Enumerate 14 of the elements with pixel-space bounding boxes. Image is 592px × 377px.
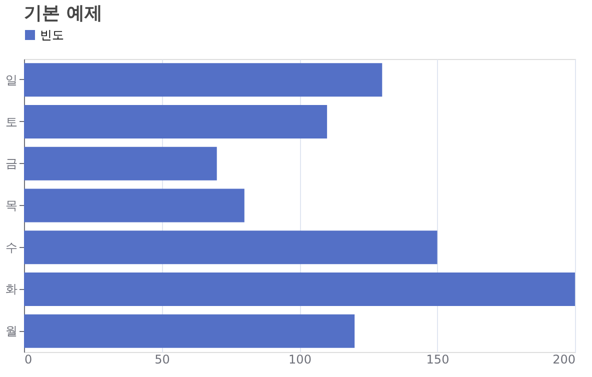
y-tick-label: 수 (6, 240, 18, 254)
y-tick-label: 목 (6, 198, 18, 212)
y-tick-label: 토 (6, 114, 18, 129)
y-tick-label: 화 (6, 282, 18, 296)
x-tick-label: 0 (24, 352, 32, 366)
x-tick-label: 50 (154, 352, 170, 366)
x-tick-label: 100 (288, 352, 312, 366)
y-tick-label: 일 (6, 72, 18, 87)
y-tick-label: 금 (6, 156, 18, 171)
chart-title: 기본 예제 (24, 3, 102, 24)
y-tick-label: 월 (6, 324, 18, 338)
legend-label: 빈도 (40, 28, 64, 42)
x-tick-label: 200 (552, 352, 576, 366)
x-tick-label: 150 (426, 352, 450, 366)
